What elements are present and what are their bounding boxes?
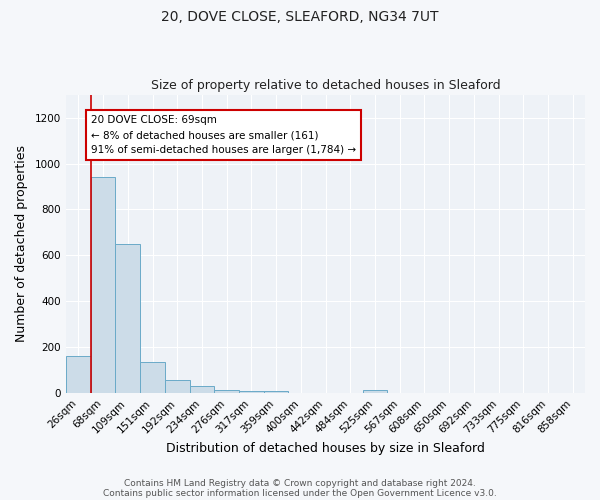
- Text: Contains HM Land Registry data © Crown copyright and database right 2024.: Contains HM Land Registry data © Crown c…: [124, 478, 476, 488]
- Text: Contains public sector information licensed under the Open Government Licence v3: Contains public sector information licen…: [103, 488, 497, 498]
- Bar: [264, 391, 289, 394]
- Bar: [190, 386, 214, 394]
- X-axis label: Distribution of detached houses by size in Sleaford: Distribution of detached houses by size …: [166, 442, 485, 455]
- Bar: [91, 178, 115, 394]
- Text: 20, DOVE CLOSE, SLEAFORD, NG34 7UT: 20, DOVE CLOSE, SLEAFORD, NG34 7UT: [161, 10, 439, 24]
- Text: 20 DOVE CLOSE: 69sqm
← 8% of detached houses are smaller (161)
91% of semi-detac: 20 DOVE CLOSE: 69sqm ← 8% of detached ho…: [91, 115, 356, 155]
- Y-axis label: Number of detached properties: Number of detached properties: [15, 146, 28, 342]
- Bar: [140, 362, 165, 394]
- Bar: [214, 390, 239, 394]
- Bar: [239, 391, 264, 394]
- Title: Size of property relative to detached houses in Sleaford: Size of property relative to detached ho…: [151, 79, 500, 92]
- Bar: [115, 244, 140, 394]
- Bar: [66, 356, 91, 394]
- Bar: [362, 390, 388, 394]
- Bar: [165, 380, 190, 394]
